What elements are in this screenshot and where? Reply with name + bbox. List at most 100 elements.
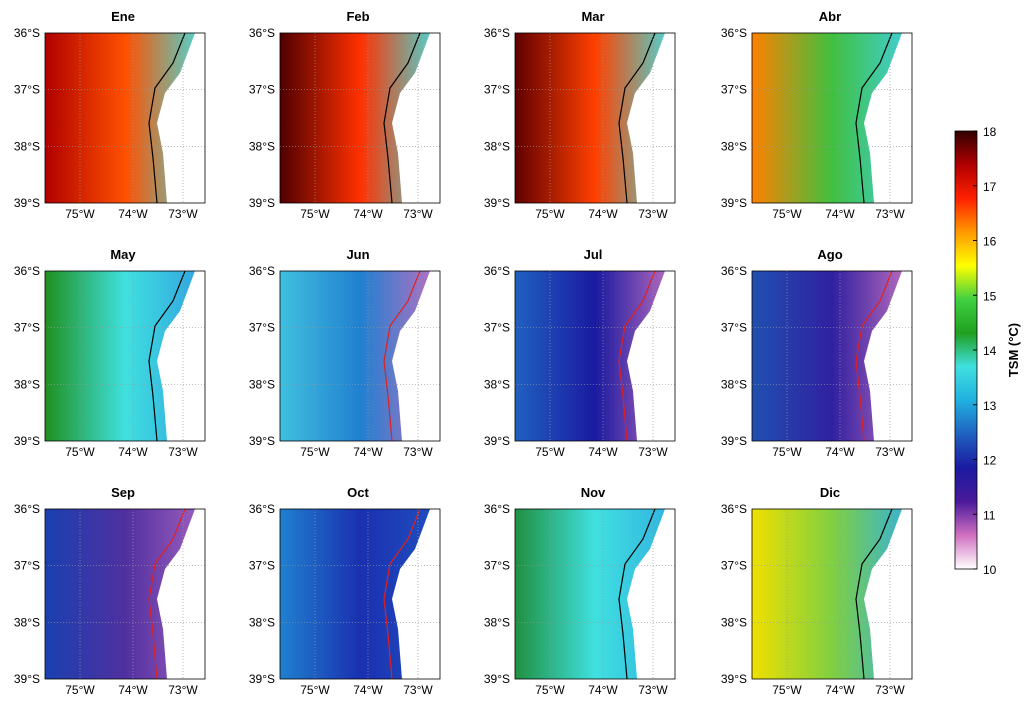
lon-label: 75°W (65, 207, 95, 221)
colorbar-label: TSM (°C) (1006, 323, 1021, 377)
lat-label: 39°S (721, 434, 747, 448)
lat-label: 39°S (14, 434, 40, 448)
map-panel: Nov 36°S 37°S 38°S 39°S 75°W 74°W 73°W (484, 485, 676, 697)
lon-label: 73°W (168, 207, 198, 221)
lon-label: 74°W (118, 207, 148, 221)
land (627, 271, 675, 441)
colorbar-tick-label: 11 (983, 508, 996, 522)
lat-label: 39°S (721, 672, 747, 686)
map-frame (279, 508, 441, 680)
lon-label: 75°W (772, 445, 802, 459)
land (157, 271, 205, 441)
isotherm (383, 508, 421, 680)
land (627, 509, 675, 679)
lon-label: 74°W (353, 445, 383, 459)
colorbar-tick-label: 18 (983, 125, 997, 139)
map-frame (44, 270, 206, 442)
panel-title: Jun (346, 247, 369, 262)
map-frame (279, 270, 441, 442)
lat-label: 39°S (249, 196, 275, 210)
isotherm (618, 270, 656, 442)
lat-label: 39°S (14, 196, 40, 210)
land (864, 509, 912, 679)
lat-label: 38°S (249, 377, 275, 391)
isotherm (148, 32, 186, 204)
lon-label: 73°W (168, 445, 198, 459)
lat-label: 38°S (484, 139, 510, 153)
lat-label: 38°S (14, 139, 40, 153)
lon-label: 73°W (403, 683, 433, 697)
lon-label: 74°W (353, 683, 383, 697)
land (864, 33, 912, 203)
lat-label: 37°S (484, 559, 510, 573)
lon-label: 75°W (300, 207, 330, 221)
lat-label: 37°S (249, 559, 275, 573)
lon-label: 75°W (65, 683, 95, 697)
isotherm (855, 32, 893, 204)
lat-label: 39°S (14, 672, 40, 686)
lon-label: 73°W (638, 445, 668, 459)
map-panel: Feb 36°S 37°S 38°S 39°S 75°W 74°W 73°W (249, 9, 441, 221)
colorbar-tick-label: 13 (983, 399, 997, 413)
map-frame (751, 32, 913, 204)
lat-label: 39°S (484, 196, 510, 210)
panel-title: Oct (347, 485, 369, 500)
lon-label: 74°W (588, 207, 618, 221)
land (157, 509, 205, 679)
map-frame (279, 32, 441, 204)
lat-label: 39°S (249, 434, 275, 448)
land (864, 271, 912, 441)
lat-label: 37°S (14, 83, 40, 97)
land (392, 271, 440, 441)
isotherm (148, 508, 186, 680)
isotherm (383, 270, 421, 442)
lat-label: 36°S (14, 264, 40, 278)
lat-label: 37°S (14, 321, 40, 335)
lat-label: 37°S (249, 83, 275, 97)
map-panel: Ene 36°S 37°S 38°S 39°S 75°W 74°W 73°W (14, 9, 206, 221)
lat-label: 38°S (721, 139, 747, 153)
map-frame (751, 508, 913, 680)
panel-title: Abr (819, 9, 841, 24)
lon-label: 73°W (638, 207, 668, 221)
map-panel: Mar 36°S 37°S 38°S 39°S 75°W 74°W 73°W (484, 9, 676, 221)
lat-label: 39°S (484, 672, 510, 686)
lon-label: 74°W (118, 445, 148, 459)
lon-label: 73°W (875, 445, 905, 459)
map-panel: Jul 36°S 37°S 38°S 39°S 75°W 74°W 73°W (484, 247, 676, 459)
map-frame (44, 508, 206, 680)
lat-label: 36°S (14, 26, 40, 40)
map-panel: Sep 36°S 37°S 38°S 39°S 75°W 74°W 73°W (14, 485, 206, 697)
map-frame (514, 32, 676, 204)
lon-label: 74°W (353, 207, 383, 221)
lat-label: 39°S (484, 434, 510, 448)
lat-label: 38°S (721, 615, 747, 629)
map-panel: Ago 36°S 37°S 38°S 39°S 75°W 74°W 73°W (721, 247, 913, 459)
land (392, 509, 440, 679)
panel-title: May (110, 247, 136, 262)
land (157, 33, 205, 203)
lat-label: 38°S (484, 377, 510, 391)
isotherm (148, 270, 186, 442)
isotherm (618, 32, 656, 204)
lat-label: 38°S (14, 377, 40, 391)
lat-label: 36°S (721, 502, 747, 516)
isotherm (383, 32, 421, 204)
panel-title: Ago (817, 247, 842, 262)
lon-label: 74°W (118, 683, 148, 697)
lon-label: 74°W (825, 445, 855, 459)
colorbar-tick-label: 16 (983, 235, 997, 249)
lon-label: 73°W (403, 445, 433, 459)
panel-title: Ene (111, 9, 135, 24)
colorbar-tick-label: 15 (983, 289, 997, 303)
lon-label: 75°W (772, 683, 802, 697)
lat-label: 38°S (249, 139, 275, 153)
lat-label: 38°S (14, 615, 40, 629)
panel-title: Dic (820, 485, 840, 500)
lat-label: 36°S (484, 502, 510, 516)
lon-label: 74°W (588, 683, 618, 697)
isotherm (855, 270, 893, 442)
lon-label: 73°W (875, 683, 905, 697)
lon-label: 73°W (875, 207, 905, 221)
